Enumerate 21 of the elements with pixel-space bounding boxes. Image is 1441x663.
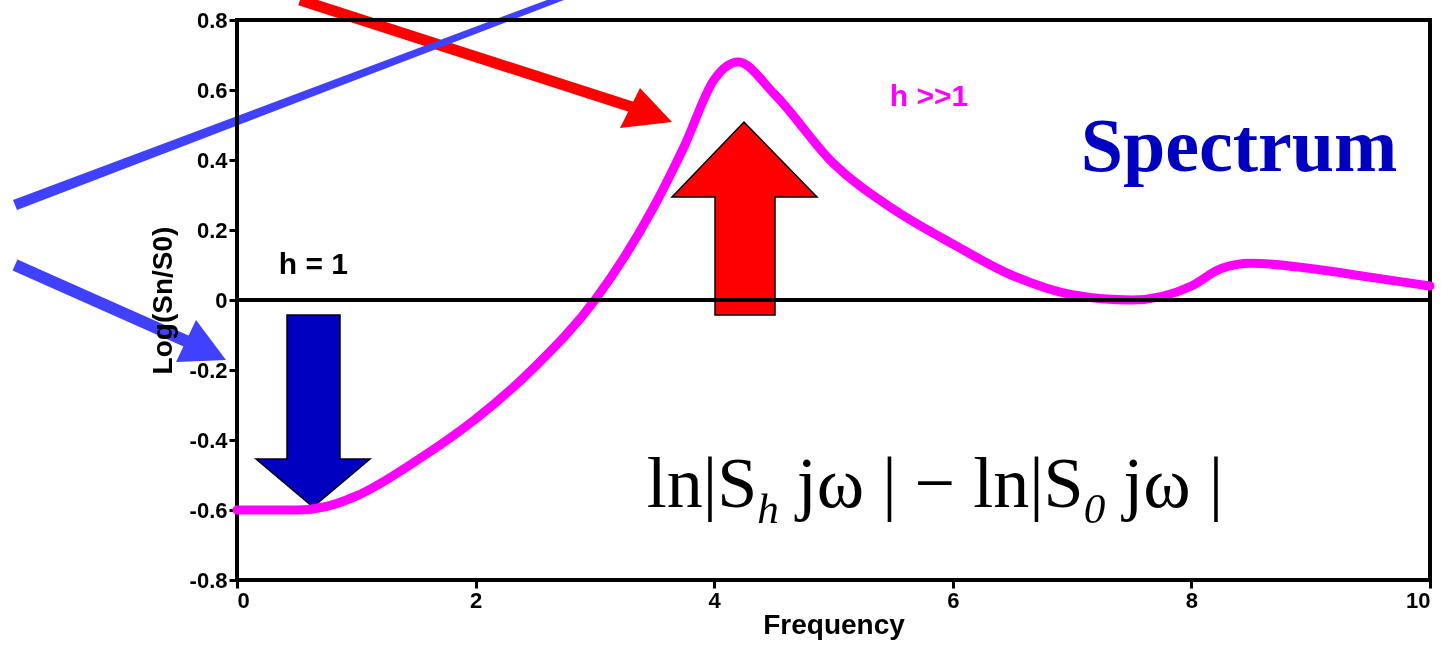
x-tick-label: 8 xyxy=(1185,587,1199,613)
annotation: h = 1 xyxy=(278,247,348,281)
y-tick-label: -0.6 xyxy=(189,497,228,523)
y-tick-label: -0.8 xyxy=(189,567,228,593)
x-axis-title: Frequency xyxy=(763,608,906,640)
x-tick-label: 10 xyxy=(1406,587,1431,613)
x-tick-label: 2 xyxy=(469,587,483,613)
y-tick-label: 0.8 xyxy=(196,7,228,33)
y-tick-label: 0.2 xyxy=(196,217,228,243)
annotation: h >>1 xyxy=(889,79,969,113)
annotation: ln|S$_{h}$ jω | − ln|S$_{0}$ jω | xyxy=(646,442,1224,533)
x-tick-label: 4 xyxy=(708,587,722,613)
y-tick-label: 0.4 xyxy=(196,147,229,173)
x-tick-label: 6 xyxy=(947,587,960,613)
y-tick-label: 0 xyxy=(215,287,228,313)
y-tick-label: -0.4 xyxy=(189,427,229,453)
y-tick-label: 0.6 xyxy=(196,77,228,103)
y-tick-label: -0.2 xyxy=(189,357,228,383)
x-tick-label: 0 xyxy=(237,587,250,613)
annotation: Spectrum xyxy=(1080,103,1398,188)
y-axis-title: Log(Sn/S0) xyxy=(146,226,178,375)
